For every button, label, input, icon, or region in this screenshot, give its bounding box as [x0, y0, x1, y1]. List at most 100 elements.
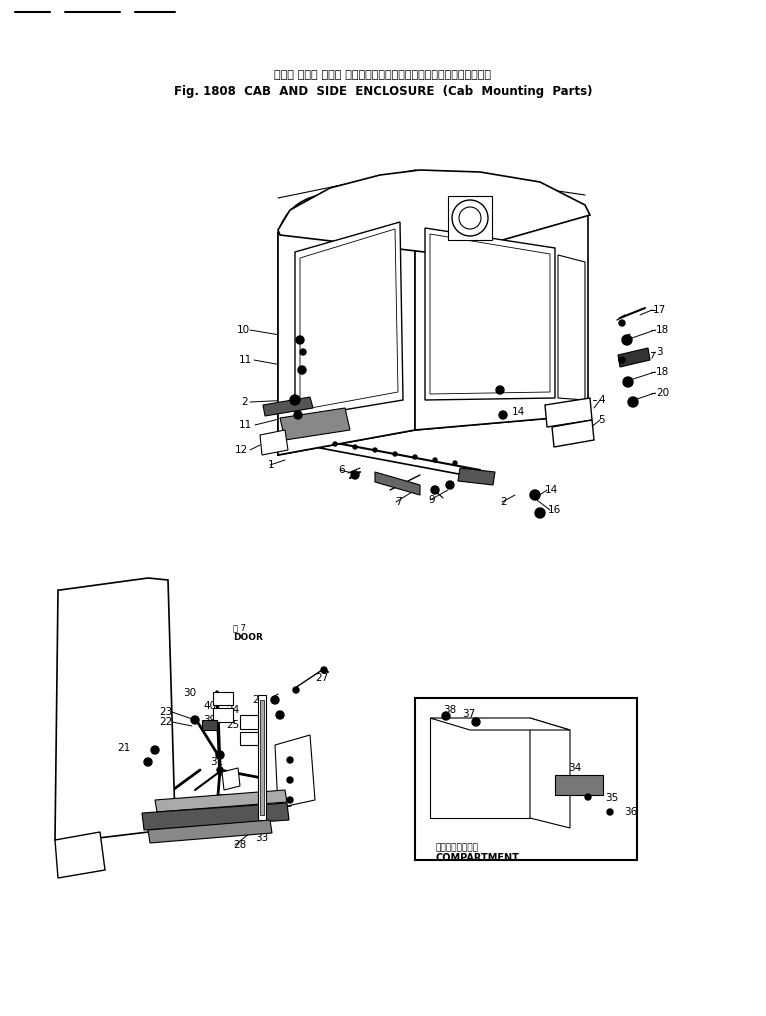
Text: 8: 8 — [510, 205, 516, 215]
Circle shape — [453, 461, 457, 465]
Circle shape — [535, 508, 545, 518]
Circle shape — [333, 442, 337, 446]
Polygon shape — [155, 790, 287, 812]
Text: 1: 1 — [268, 460, 275, 470]
Text: 24: 24 — [226, 705, 239, 715]
Text: COMPARTMENT: COMPARTMENT — [436, 853, 520, 863]
Text: 2: 2 — [500, 497, 506, 507]
Polygon shape — [425, 228, 555, 400]
Polygon shape — [278, 188, 415, 455]
Text: 9: 9 — [428, 495, 434, 505]
Text: 16: 16 — [548, 505, 561, 515]
Text: 33: 33 — [255, 833, 268, 843]
Polygon shape — [415, 185, 585, 430]
Polygon shape — [148, 820, 272, 843]
Text: 31: 31 — [210, 757, 223, 767]
Bar — [240, 732, 258, 745]
Circle shape — [287, 777, 293, 783]
Circle shape — [393, 452, 397, 456]
Text: 18: 18 — [656, 367, 669, 377]
Circle shape — [290, 395, 300, 405]
Text: 21: 21 — [116, 743, 130, 753]
Circle shape — [459, 207, 481, 229]
Circle shape — [619, 357, 625, 363]
Circle shape — [433, 458, 437, 462]
Polygon shape — [415, 188, 588, 430]
Text: 27: 27 — [315, 673, 329, 683]
Polygon shape — [430, 718, 530, 818]
Bar — [213, 692, 233, 705]
Text: 17: 17 — [653, 305, 666, 315]
Polygon shape — [295, 223, 403, 418]
Polygon shape — [55, 832, 105, 878]
Bar — [415, 698, 637, 860]
Text: 36: 36 — [624, 807, 637, 817]
Circle shape — [293, 687, 299, 693]
Circle shape — [191, 716, 199, 724]
Circle shape — [413, 455, 417, 459]
Circle shape — [623, 377, 633, 387]
Polygon shape — [260, 430, 288, 455]
Text: 6: 6 — [338, 465, 345, 475]
Text: DOOR: DOOR — [233, 634, 263, 642]
Polygon shape — [55, 578, 175, 842]
Circle shape — [144, 758, 152, 766]
Polygon shape — [545, 398, 592, 427]
Polygon shape — [300, 229, 398, 410]
Polygon shape — [558, 255, 585, 400]
Text: 3: 3 — [656, 347, 663, 357]
Circle shape — [296, 336, 304, 344]
Circle shape — [287, 757, 293, 763]
Text: 5: 5 — [598, 415, 604, 425]
Text: キャブ および サイド インクロージャ（キャブマウンティングパーツ）: キャブ および サイド インクロージャ（キャブマウンティングパーツ） — [274, 70, 492, 80]
Polygon shape — [278, 185, 415, 455]
Circle shape — [452, 200, 488, 236]
Circle shape — [431, 486, 439, 494]
Text: 25: 25 — [226, 720, 239, 731]
Text: 18: 18 — [656, 325, 669, 335]
Circle shape — [287, 797, 293, 803]
Polygon shape — [280, 408, 350, 440]
Polygon shape — [142, 803, 289, 830]
Circle shape — [607, 809, 613, 815]
Circle shape — [619, 320, 625, 326]
Text: 28: 28 — [233, 840, 246, 850]
Circle shape — [351, 471, 359, 479]
Polygon shape — [275, 735, 315, 808]
Polygon shape — [278, 170, 590, 255]
Circle shape — [300, 350, 306, 355]
Text: 11: 11 — [239, 420, 252, 430]
Text: 11: 11 — [239, 355, 252, 365]
Text: 30: 30 — [183, 688, 196, 698]
Polygon shape — [618, 348, 650, 367]
Text: 13: 13 — [508, 380, 521, 390]
Text: 7: 7 — [395, 497, 401, 507]
Circle shape — [151, 746, 159, 754]
Circle shape — [321, 666, 327, 673]
Text: 25A: 25A — [292, 773, 313, 783]
Circle shape — [496, 386, 504, 394]
Text: Fig. 1808  CAB  AND  SIDE  ENCLOSURE  (Cab  Mounting  Parts): Fig. 1808 CAB AND SIDE ENCLOSURE (Cab Mo… — [174, 84, 592, 98]
Text: 35: 35 — [605, 793, 618, 803]
Circle shape — [622, 335, 632, 345]
Bar — [213, 708, 233, 722]
Circle shape — [446, 481, 454, 489]
Text: 23: 23 — [160, 707, 173, 717]
Text: 29: 29 — [280, 799, 293, 809]
Bar — [260, 700, 264, 815]
Text: コンパートメント: コンパートメント — [436, 843, 479, 852]
Circle shape — [373, 448, 377, 452]
Text: 14: 14 — [545, 485, 558, 495]
Circle shape — [585, 793, 591, 800]
Polygon shape — [552, 420, 594, 447]
Circle shape — [442, 712, 450, 720]
Circle shape — [530, 490, 540, 500]
Text: ド 7: ド 7 — [233, 624, 246, 633]
Circle shape — [452, 200, 488, 236]
Polygon shape — [278, 185, 585, 258]
Circle shape — [628, 397, 638, 407]
Circle shape — [298, 366, 306, 374]
Text: 4: 4 — [598, 395, 604, 405]
Circle shape — [472, 718, 480, 726]
Text: 22: 22 — [160, 717, 173, 727]
